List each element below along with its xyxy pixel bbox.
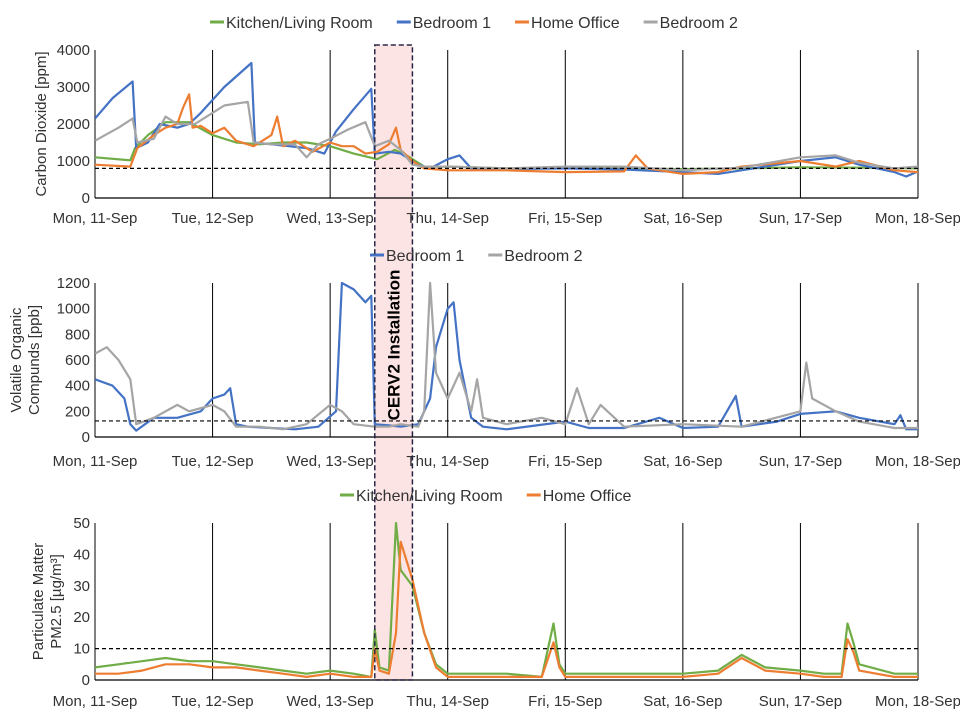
legend: Bedroom 1 Bedroom 2 — [370, 248, 583, 265]
x-tick-label: Mon, 18-Sep — [875, 453, 960, 470]
annotation-label: CERV2 Installation — [385, 270, 404, 421]
x-tick-label: Sat, 16-Sep — [643, 210, 722, 227]
x-tick-label: Mon, 11-Sep — [53, 693, 138, 710]
y-tick-label: 800 — [65, 326, 90, 343]
series-line-kitchen — [95, 521, 918, 678]
x-tick-label: Thu, 14-Sep — [406, 210, 489, 227]
series-line-bedroom2 — [95, 100, 918, 172]
y-tick-label: 1000 — [57, 153, 90, 170]
legend-label: Home Office — [531, 15, 620, 32]
y-axis-title-line: Volatile Organic — [8, 307, 25, 413]
legend: Kitchen/Living Room Bedroom 1 Home Office B… — [210, 15, 738, 32]
annotation-border — [374, 44, 414, 681]
series-line-office — [95, 93, 918, 175]
chart-panel-3: 0 10 20 30 40 50 Mon, 11-Sep Tue, 12-Sep Wed, 13… — [30, 488, 960, 710]
y-tick-label: 2000 — [57, 116, 90, 133]
y-tick-label: 600 — [65, 352, 90, 369]
legend-label: Bedroom 2 — [504, 248, 582, 265]
legend-label: Bedroom 2 — [660, 15, 738, 32]
x-tick-label: Mon, 11-Sep — [53, 453, 138, 470]
y-tick-label: 20 — [73, 609, 90, 626]
y-tick-label: 0 — [82, 190, 90, 207]
series-line-office — [95, 540, 918, 678]
x-tick-label: Mon, 18-Sep — [875, 210, 960, 227]
y-axis-title-line: Particulate Matter — [30, 543, 47, 661]
x-tick-label: Mon, 11-Sep — [53, 210, 138, 227]
y-tick-label: 400 — [65, 378, 90, 395]
x-tick-label: Wed, 13-Sep — [287, 693, 374, 710]
y-axis-title-line: PM2.5 [µg/m³] — [48, 554, 65, 649]
legend-label: Home Office — [543, 488, 632, 505]
x-tick-label: Fri, 15-Sep — [528, 693, 602, 710]
x-tick-label: Sat, 16-Sep — [643, 693, 722, 710]
y-tick-label: 1000 — [57, 301, 90, 318]
y-tick-label: 10 — [73, 641, 90, 658]
y-tick-label: 0 — [82, 672, 90, 689]
y-tick-label: 200 — [65, 403, 90, 420]
x-tick-label: Fri, 15-Sep — [528, 210, 602, 227]
legend-label: Kitchen/Living Room — [356, 488, 503, 505]
y-axis-title: Volatile OrganicCompunds [ppb] — [8, 305, 43, 415]
y-tick-label: 40 — [73, 546, 90, 563]
y-axis-title: Carbon Dioxide [ppm] — [33, 51, 50, 196]
y-axis-title-line: Compunds [ppb] — [26, 305, 43, 415]
x-tick-label: Sat, 16-Sep — [643, 453, 722, 470]
x-tick-label: Fri, 15-Sep — [528, 453, 602, 470]
legend-label: Kitchen/Living Room — [226, 15, 373, 32]
y-tick-label: 4000 — [57, 42, 90, 59]
x-tick-label: Thu, 14-Sep — [406, 453, 489, 470]
chart-panel-2: 0 200 400 600 800 1000 1200 Mon, 11-Sep Tue, 12-… — [8, 248, 960, 470]
chart-panel-1: 0 1000 2000 3000 4000 Mon, 11-Sep Tue, 12-Sep W… — [33, 15, 960, 227]
series-line-bedroom1 — [95, 61, 918, 178]
x-tick-label: Sun, 17-Sep — [759, 693, 842, 710]
x-tick-label: Tue, 12-Sep — [172, 693, 254, 710]
x-tick-label: Tue, 12-Sep — [172, 210, 254, 227]
y-axis-title: Particulate MatterPM2.5 [µg/m³] — [30, 543, 65, 661]
x-tick-label: Mon, 18-Sep — [875, 693, 960, 710]
x-tick-label: Sun, 17-Sep — [759, 210, 842, 227]
series-line-bedroom2 — [95, 281, 918, 431]
y-tick-label: 0 — [82, 429, 90, 446]
y-tick-label: 1200 — [57, 275, 90, 292]
legend-label: Bedroom 1 — [413, 15, 491, 32]
y-tick-label: 3000 — [57, 79, 90, 96]
x-tick-label: Wed, 13-Sep — [287, 453, 374, 470]
legend-label: Bedroom 1 — [386, 248, 464, 265]
x-tick-label: Tue, 12-Sep — [172, 453, 254, 470]
x-tick-label: Wed, 13-Sep — [287, 210, 374, 227]
y-tick-label: 30 — [73, 578, 90, 595]
x-tick-label: Thu, 14-Sep — [406, 693, 489, 710]
x-tick-label: Sun, 17-Sep — [759, 453, 842, 470]
y-tick-label: 50 — [73, 515, 90, 532]
legend: Kitchen/Living Room Home Office — [340, 488, 631, 505]
